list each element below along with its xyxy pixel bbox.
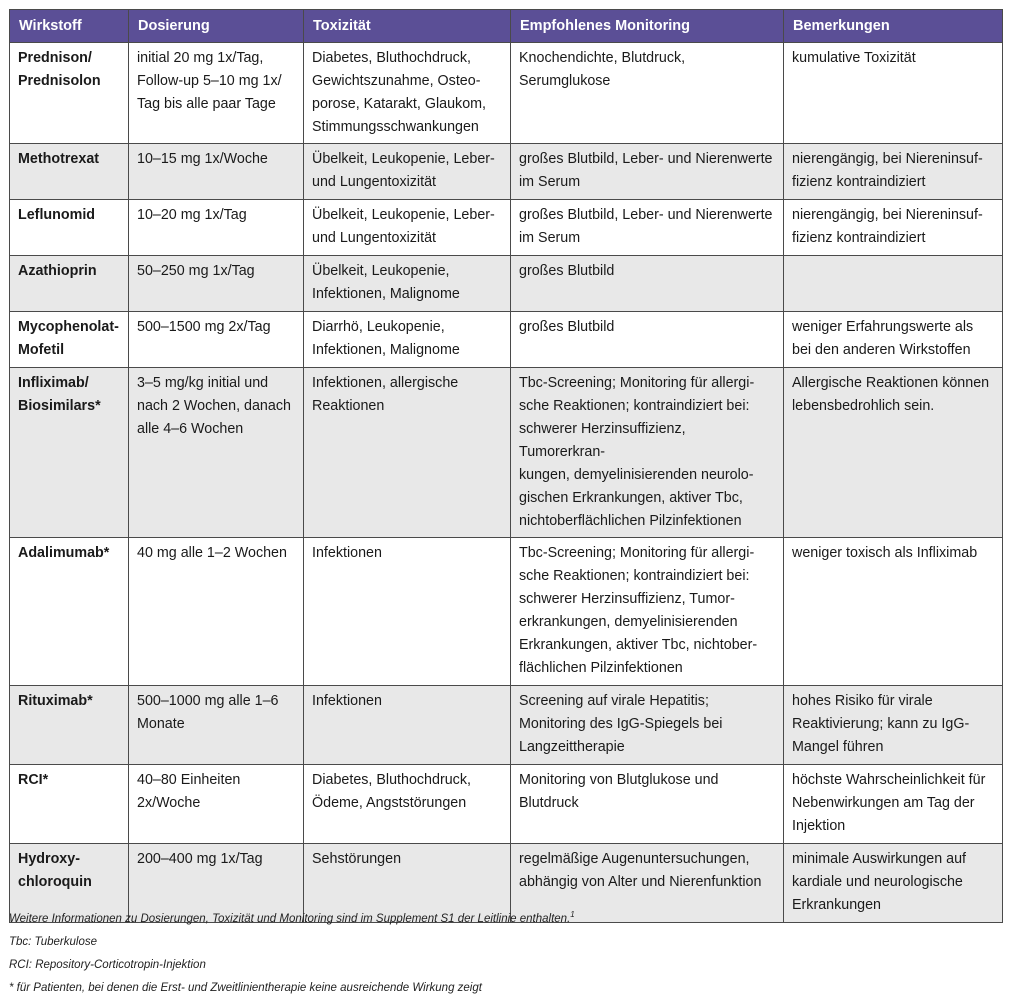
cell-dosierung: 500–1500 mg 2x/Tag	[128, 311, 304, 368]
table-row: Prednison/Prednisolon initial 20 mg 1x/T…	[9, 42, 1003, 144]
table-row: Rituximab* 500–1000 mg alle 1–6 Monate I…	[9, 685, 1003, 765]
footnote-supplement: Weitere Informationen zu Dosierungen, To…	[9, 903, 575, 931]
drug-table: Wirkstoff Dosierung Toxizität Empfohlene…	[9, 9, 1003, 923]
cell-dosierung: 200–400 mg 1x/Tag	[128, 843, 304, 923]
cell-monitoring: Knochendichte, Blutdruck, Serumglukose	[510, 42, 784, 144]
table-row: Methotrexat 10–15 mg 1x/Woche Übelkeit, …	[9, 143, 1003, 200]
table-row: Azathioprin 50–250 mg 1x/Tag Übelkeit, L…	[9, 255, 1003, 312]
footnote-rci: RCI: Repository-Corticotropin-Injektion	[9, 958, 206, 971]
cell-bemerkungen: weniger toxisch als Infliximab	[783, 537, 1003, 686]
cell-toxizitaet: Übelkeit, Leukopenie, Leber- und Lungent…	[303, 199, 511, 256]
cell-wirkstoff: Adalimumab*	[9, 537, 129, 686]
cell-toxizitaet: Infektionen	[303, 685, 511, 765]
cell-dosierung: 50–250 mg 1x/Tag	[128, 255, 304, 312]
cell-monitoring: Tbc-Screening; Monitoring für allergi-sc…	[510, 367, 784, 538]
cell-dosierung: 10–20 mg 1x/Tag	[128, 199, 304, 256]
table-row: Mycophenolat- Mofetil 500–1500 mg 2x/Tag …	[9, 311, 1003, 368]
cell-toxizitaet: Infektionen	[303, 537, 511, 686]
cell-monitoring: großes Blutbild, Leber- und Nierenwerte …	[510, 143, 784, 200]
header-bemerkungen: Bemerkungen	[783, 9, 1003, 43]
cell-wirkstoff: Azathioprin	[9, 255, 129, 312]
cell-wirkstoff: Prednison/Prednisolon	[9, 42, 129, 144]
cell-monitoring: großes Blutbild, Leber- und Nierenwerte …	[510, 199, 784, 256]
footnote-reference: 1	[570, 910, 575, 919]
cell-toxizitaet: Sehstörungen	[303, 843, 511, 923]
cell-bemerkungen: nierengängig, bei Niereninsuf-fizienz ko…	[783, 199, 1003, 256]
cell-bemerkungen: weniger Erfahrungswerte als bei den ande…	[783, 311, 1003, 368]
table-container: Wirkstoff Dosierung Toxizität Empfohlene…	[9, 9, 1003, 923]
cell-bemerkungen: kumulative Toxizität	[783, 42, 1003, 144]
cell-dosierung: 40 mg alle 1–2 Wochen	[128, 537, 304, 686]
table-row: Infliximab/Biosimilars* 3–5 mg/kg initia…	[9, 367, 1003, 538]
cell-bemerkungen: Allergische Reaktionen können lebensbedr…	[783, 367, 1003, 538]
header-wirkstoff: Wirkstoff	[9, 9, 129, 43]
cell-wirkstoff: Methotrexat	[9, 143, 129, 200]
cell-wirkstoff: RCI*	[9, 764, 129, 844]
cell-wirkstoff: Leflunomid	[9, 199, 129, 256]
cell-toxizitaet: Diabetes, Bluthochdruck, Gewichtszunahme…	[303, 42, 511, 144]
cell-bemerkungen	[783, 255, 1003, 312]
cell-toxizitaet: Diabetes, Bluthochdruck, Ödeme, Angststö…	[303, 764, 511, 844]
table-row: Adalimumab* 40 mg alle 1–2 Wochen Infekt…	[9, 537, 1003, 686]
footnote-supplement-text: Weitere Informationen zu Dosierungen, To…	[9, 912, 571, 925]
cell-toxizitaet: Infektionen, allergische Reaktionen	[303, 367, 511, 538]
cell-dosierung: initial 20 mg 1x/Tag, Follow-up 5–10 mg …	[128, 42, 304, 144]
footnote-asterisk: * für Patienten, bei denen die Erst- und…	[9, 981, 482, 994]
header-toxizitaet: Toxizität	[303, 9, 511, 43]
footnotes: Weitere Informationen zu Dosierungen, To…	[9, 903, 575, 1000]
cell-toxizitaet: Übelkeit, Leukopenie, Leber- und Lungent…	[303, 143, 511, 200]
cell-monitoring: großes Blutbild	[510, 311, 784, 368]
cell-dosierung: 10–15 mg 1x/Woche	[128, 143, 304, 200]
cell-monitoring: Screening auf virale Hepatitis; Monitori…	[510, 685, 784, 765]
footnote-tbc: Tbc: Tuberkulose	[9, 935, 97, 948]
cell-monitoring: Tbc-Screening; Monitoring für allergi-sc…	[510, 537, 784, 686]
cell-wirkstoff: Hydroxy-chloroquin	[9, 843, 129, 923]
cell-wirkstoff: Rituximab*	[9, 685, 129, 765]
header-dosierung: Dosierung	[128, 9, 304, 43]
cell-bemerkungen: nierengängig, bei Niereninsuf-fizienz ko…	[783, 143, 1003, 200]
cell-dosierung: 40–80 Einheiten 2x/Woche	[128, 764, 304, 844]
table-row: Hydroxy-chloroquin 200–400 mg 1x/Tag Seh…	[9, 843, 1003, 923]
table-row: Leflunomid 10–20 mg 1x/Tag Übelkeit, Leu…	[9, 199, 1003, 256]
header-row: Wirkstoff Dosierung Toxizität Empfohlene…	[9, 9, 1003, 43]
cell-dosierung: 500–1000 mg alle 1–6 Monate	[128, 685, 304, 765]
cell-bemerkungen: höchste Wahrscheinlichkeit für Nebenwirk…	[783, 764, 1003, 844]
cell-wirkstoff: Mycophenolat- Mofetil	[9, 311, 129, 368]
cell-monitoring: Monitoring von Blutglukose und Blutdruck	[510, 764, 784, 844]
cell-monitoring: großes Blutbild	[510, 255, 784, 312]
cell-dosierung: 3–5 mg/kg initial und nach 2 Wochen, dan…	[128, 367, 304, 538]
cell-bemerkungen: hohes Risiko für virale Reaktivierung; k…	[783, 685, 1003, 765]
cell-bemerkungen: minimale Auswirkungen auf kardiale und n…	[783, 843, 1003, 923]
table-row: RCI* 40–80 Einheiten 2x/Woche Diabetes, …	[9, 764, 1003, 844]
cell-wirkstoff: Infliximab/Biosimilars*	[9, 367, 129, 538]
header-monitoring: Empfohlenes Monitoring	[510, 9, 784, 43]
cell-toxizitaet: Übelkeit, Leukopenie, Infektionen, Malig…	[303, 255, 511, 312]
cell-monitoring: regelmäßige Augenuntersuchungen, abhängi…	[510, 843, 784, 923]
cell-toxizitaet: Diarrhö, Leukopenie, Infektionen, Malign…	[303, 311, 511, 368]
